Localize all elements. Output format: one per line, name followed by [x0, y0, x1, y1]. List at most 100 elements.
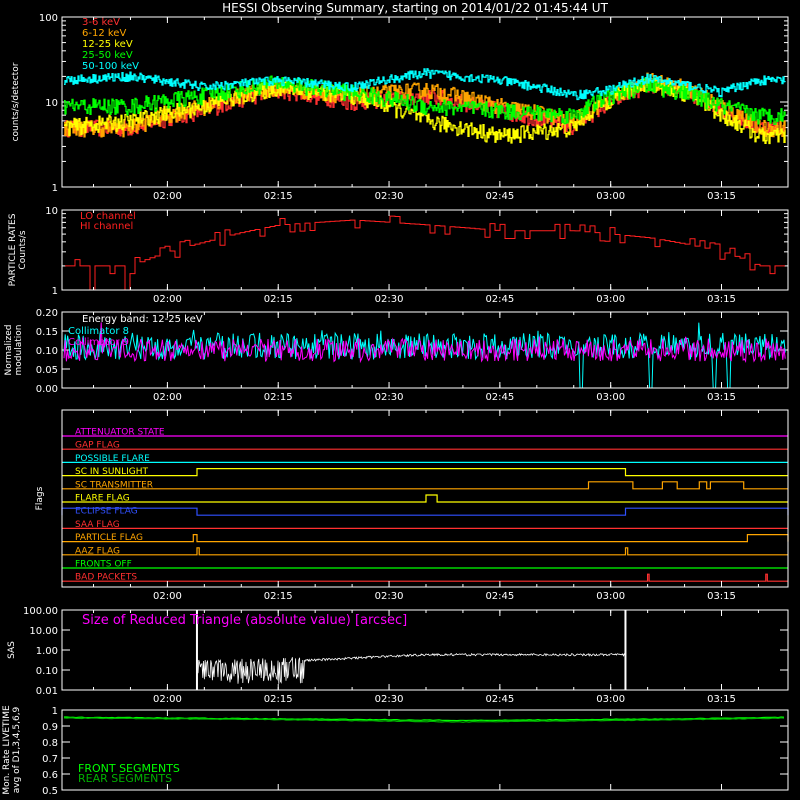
flag-label: GAP FLAG: [75, 441, 120, 451]
flag-label: ECLIPSE FLAG: [75, 507, 138, 517]
live-ytick-label: 0.7: [42, 754, 58, 765]
particle-xtick-label: 02:00: [153, 294, 182, 305]
flags-xtick-label: 03:15: [707, 591, 736, 602]
mod-ytick-label: 0.20: [36, 308, 58, 319]
flags-xtick-label: 03:00: [596, 591, 625, 602]
sas-xtick-label: 02:00: [153, 694, 182, 705]
counts-xtick-label: 02:30: [375, 191, 404, 202]
counts-series-line: [64, 72, 786, 138]
sas-ylabel: SAS: [7, 641, 17, 659]
flag-line: [62, 547, 788, 556]
particle-ylabel: Counts/s: [18, 230, 28, 269]
counts-legend-entry: 25-50 keV: [82, 50, 133, 61]
flag-label: FRONTS OFF: [75, 560, 132, 570]
sas-series-line: [197, 652, 626, 684]
counts-legend-entry: 12-25 keV: [82, 39, 133, 50]
flag-line: [61, 507, 789, 516]
flag-label: PARTICLE FLAG: [75, 533, 143, 543]
flag-label: POSSIBLE FLARE: [75, 454, 150, 464]
live-ytick-label: 0.5: [42, 786, 58, 797]
sas-xtick-label: 02:45: [485, 694, 514, 705]
sas-legend-entry: Size of Reduced Triangle (absolute value…: [82, 613, 407, 628]
counts-legend-entry: 3-6 keV: [82, 17, 120, 28]
counts-ytick-label: 10: [45, 98, 58, 109]
particle-legend-entry: LO channel: [80, 211, 136, 222]
mod-frame: [61, 311, 789, 389]
flag-line: [62, 468, 788, 477]
sas-frame: [61, 609, 789, 691]
mod-xtick-label: 03:00: [596, 392, 625, 403]
mod-ytick-label: 0.05: [36, 365, 58, 376]
flag-line: [62, 481, 788, 490]
counts-ytick-label: 1: [52, 183, 58, 194]
live-frame: [61, 709, 789, 791]
flag-label: SAA FLAG: [75, 520, 120, 530]
particle-xtick-label: 02:45: [485, 294, 514, 305]
flags-xtick-label: 02:45: [485, 591, 514, 602]
live-ytick-label: 0.8: [42, 738, 58, 749]
flags-xtick-label: 02:30: [375, 591, 404, 602]
flag-label: ATTENUATOR STATE: [75, 428, 165, 438]
mod-xtick-label: 02:30: [375, 392, 404, 403]
mod-xtick-label: 02:00: [153, 392, 182, 403]
flag-line: [62, 494, 788, 503]
counts-xtick-label: 03:15: [707, 191, 736, 202]
mod-xtick-label: 03:15: [707, 392, 736, 403]
sas-ytick-label: 0.10: [36, 666, 58, 677]
sas-ytick-label: 10.00: [29, 626, 58, 637]
counts-series-line: [64, 68, 786, 101]
counts-legend-entry: 6-12 keV: [82, 28, 126, 39]
live-ytick-label: 0.6: [42, 770, 58, 781]
sas-xtick-label: 03:15: [707, 694, 736, 705]
sas-ytick-label: 1.00: [36, 646, 58, 657]
flags-ylabel: Flags: [35, 486, 45, 510]
counts-frame: [61, 16, 789, 188]
mod-ylabel: Normalized: [4, 324, 14, 375]
particle-xtick-label: 03:15: [707, 294, 736, 305]
mod-ytick-label: 0.00: [36, 384, 58, 395]
counts-ytick-label: 100: [39, 13, 58, 24]
mod-ylabel: modulation: [14, 325, 24, 376]
particle-xtick-label: 02:30: [375, 294, 404, 305]
live-legend-entry: REAR SEGMENTS: [78, 772, 172, 785]
particle-ytick-label: 1: [52, 286, 58, 297]
particle-frame: [61, 209, 789, 291]
particle-xtick-label: 02:15: [264, 294, 293, 305]
sas-xtick-label: 02:30: [375, 694, 404, 705]
particle-xtick-label: 03:00: [596, 294, 625, 305]
mod-annotation: Energy band: 12-25 keV: [82, 314, 203, 325]
counts-legend-entry: 50-100 keV: [82, 61, 139, 72]
sas-ytick-label: 0.01: [36, 686, 58, 697]
particle-hi-line: [65, 215, 785, 291]
flag-label: AAZ FLAG: [75, 546, 120, 556]
counts-xtick-label: 03:00: [596, 191, 625, 202]
mod-ytick-label: 0.15: [36, 327, 58, 338]
counts-xtick-label: 02:15: [264, 191, 293, 202]
live-legend-entry: FRONT SEGMENTS: [78, 762, 180, 775]
flag-label: FLARE FLAG: [75, 494, 130, 504]
mod-xtick-label: 02:15: [264, 392, 293, 403]
flag-line: [62, 573, 788, 582]
mod-ytick-label: 0.10: [36, 346, 58, 357]
live-ytick-label: 0.9: [42, 722, 58, 733]
mod-series-line: [63, 322, 786, 364]
live-series-line: [63, 717, 785, 723]
flags-xtick-label: 02:15: [264, 591, 293, 602]
mod-legend-entry: Collimator 8: [68, 326, 129, 337]
counts-xtick-label: 02:45: [485, 191, 514, 202]
particle-ytick-label: 10: [45, 206, 58, 217]
sas-ytick-label: 100.00: [23, 606, 58, 617]
live-ylabel: avg of D1,3,4,5,6,9: [12, 706, 22, 793]
flag-label: SC IN SUNLIGHT: [75, 467, 149, 477]
mod-xtick-label: 02:45: [485, 392, 514, 403]
counts-xtick-label: 02:00: [153, 191, 182, 202]
mod-series-line: [63, 322, 786, 389]
sas-xtick-label: 02:15: [264, 694, 293, 705]
flag-line: [62, 534, 789, 543]
figure-title: HESSI Observing Summary, starting on 201…: [222, 1, 608, 15]
counts-series-line: [64, 75, 786, 125]
live-ylabel: Mon. Rate LIVETIME: [2, 705, 12, 795]
flags-frame: [61, 409, 789, 588]
flag-label: SC TRANSMITTER: [75, 480, 153, 490]
